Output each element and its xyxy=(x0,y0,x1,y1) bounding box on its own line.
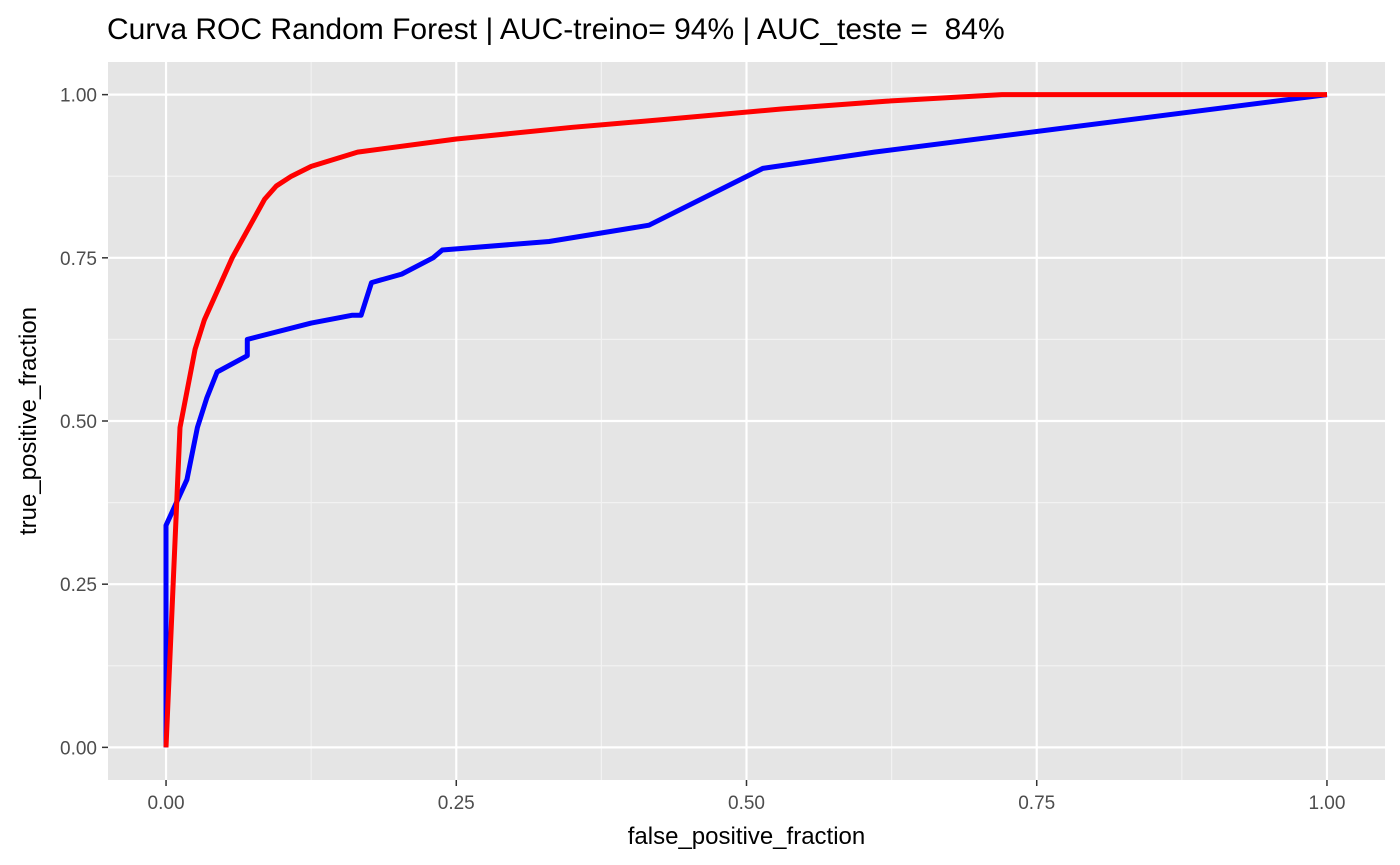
x-tick-label: 0.25 xyxy=(438,793,475,814)
x-tick-label: 0.50 xyxy=(728,793,765,814)
y-tick-label: 0.00 xyxy=(60,738,97,759)
x-tick-label: 1.00 xyxy=(1308,793,1345,814)
y-axis-title: true_positive_fraction xyxy=(15,307,42,535)
y-tick-label: 0.75 xyxy=(60,249,97,270)
roc-curve-red xyxy=(163,92,1327,748)
axis-ticks xyxy=(102,93,1328,786)
y-tick-label: 0.25 xyxy=(60,575,97,596)
y-tick-label: 0.50 xyxy=(60,412,97,433)
x-tick-label: 0.75 xyxy=(1018,793,1055,814)
chart-title: Curva ROC Random Forest | AUC-treino= 94… xyxy=(107,13,1005,46)
series-layer xyxy=(163,92,1328,748)
x-axis-title: false_positive_fraction xyxy=(628,823,865,850)
roc-curve-blue xyxy=(163,92,1328,748)
x-tick-label: 0.00 xyxy=(148,793,185,814)
tick-labels: 0.00 0.25 0.50 0.75 1.00 0.00 0.25 0.50 0.75 1.00 xyxy=(60,86,1345,814)
major-gridlines xyxy=(108,62,1385,780)
y-tick-label: 1.00 xyxy=(60,86,97,107)
